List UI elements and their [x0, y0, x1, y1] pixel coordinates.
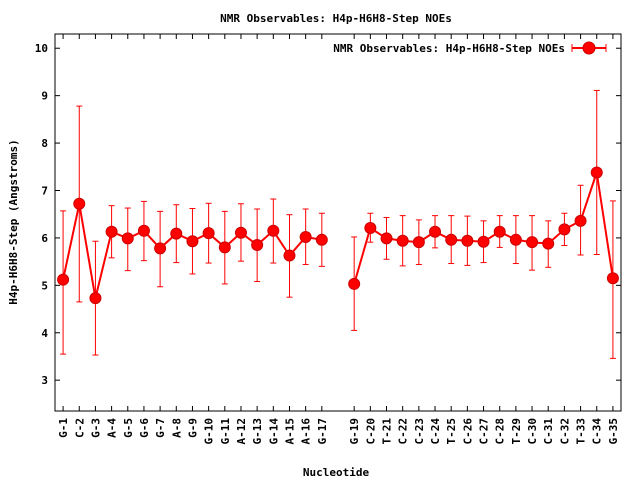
x-tick-label-10: G-11 — [219, 418, 232, 445]
data-point-1 — [73, 197, 86, 210]
x-tick-label-19: T-21 — [381, 418, 394, 445]
x-tick-label-30: C-32 — [558, 418, 571, 445]
x-tick-label-27: T-29 — [510, 418, 523, 445]
data-point-0 — [57, 273, 70, 286]
data-point-17 — [348, 277, 361, 290]
data-point-20 — [396, 234, 409, 247]
chart-title: NMR Observables: H4p-H6H8-Step NOEs — [220, 12, 452, 25]
data-point-6 — [154, 242, 167, 255]
x-tick-label-6: G-7 — [154, 418, 167, 438]
legend: NMR Observables: H4p-H6H8-Step NOEs — [333, 41, 607, 55]
data-point-21 — [412, 236, 425, 249]
x-tick-label-5: G-6 — [138, 418, 151, 438]
data-point-24 — [461, 234, 474, 247]
data-point-10 — [218, 241, 231, 254]
y-tick-label-5: 8 — [41, 137, 48, 150]
legend-marker — [582, 41, 596, 55]
data-point-2 — [89, 292, 102, 305]
data-point-4 — [121, 232, 134, 245]
data-point-18 — [364, 221, 377, 234]
data-point-23 — [445, 233, 458, 246]
data-series — [57, 89, 619, 359]
x-tick-label-0: G-1 — [57, 418, 70, 438]
x-tick-label-4: G-5 — [122, 418, 135, 438]
y-axis: 3 4 5 6 7 8 9 10 — [35, 42, 621, 387]
data-point-33 — [606, 272, 619, 285]
data-point-22 — [429, 225, 442, 238]
x-tick-label-9: G-10 — [203, 418, 216, 445]
data-point-28 — [526, 236, 539, 249]
y-tick-label-2: 5 — [41, 279, 48, 292]
x-tick-label-31: T-33 — [575, 418, 588, 445]
data-point-19 — [380, 232, 393, 245]
y-tick-label-0: 3 — [41, 374, 48, 387]
x-tick-label-28: C-30 — [526, 418, 539, 445]
data-point-29 — [542, 237, 555, 250]
x-tick-label-16: G-17 — [316, 418, 329, 445]
data-point-30 — [558, 223, 571, 236]
x-tick-label-1: C-2 — [73, 418, 86, 438]
data-point-27 — [509, 233, 522, 246]
x-tick-label-32: C-34 — [591, 418, 604, 445]
legend-label: NMR Observables: H4p-H6H8-Step NOEs — [333, 42, 565, 55]
x-tick-label-29: C-31 — [542, 418, 555, 445]
y-tick-label-1: 4 — [41, 327, 48, 340]
data-point-31 — [574, 214, 587, 227]
x-axis: G-1 C-2 G-3 A-4 G-5 G-6 G-7 A-8 G-9 G-10 G-11 A-12 G… — [57, 34, 620, 445]
x-tick-label-24: C-26 — [461, 418, 474, 445]
x-tick-label-12: G-13 — [251, 418, 264, 445]
x-tick-label-15: A-16 — [300, 418, 313, 445]
x-tick-label-2: G-3 — [89, 418, 102, 438]
x-tick-label-22: C-24 — [429, 418, 442, 445]
data-point-32 — [590, 166, 603, 179]
x-tick-label-25: C-27 — [478, 418, 491, 445]
x-tick-label-20: C-22 — [397, 418, 410, 445]
data-point-3 — [105, 225, 118, 238]
x-tick-label-3: A-4 — [106, 418, 119, 438]
data-point-8 — [186, 235, 199, 248]
data-point-5 — [137, 224, 150, 237]
x-tick-label-23: T-25 — [445, 418, 458, 445]
y-axis-label: H4p-H6H8-Step (Angstroms) — [7, 139, 20, 305]
x-tick-label-18: C-20 — [364, 418, 377, 445]
data-point-11 — [234, 226, 247, 239]
x-tick-label-33: G-35 — [607, 418, 620, 445]
plot-frame — [54, 33, 622, 412]
x-tick-label-17: G-19 — [348, 418, 361, 445]
x-tick-label-8: G-9 — [186, 418, 199, 438]
data-point-26 — [493, 225, 506, 238]
x-tick-label-7: A-8 — [170, 418, 183, 438]
y-tick-label-7: 10 — [35, 42, 48, 55]
data-point-12 — [251, 239, 264, 252]
data-point-25 — [477, 235, 490, 248]
x-axis-label: Nucleotide — [303, 466, 370, 479]
data-point-16 — [315, 233, 328, 246]
data-point-13 — [267, 224, 280, 237]
data-point-14 — [283, 249, 296, 262]
y-tick-label-6: 9 — [41, 90, 48, 103]
data-point-7 — [170, 227, 183, 240]
data-point-9 — [202, 227, 215, 240]
data-point-15 — [299, 230, 312, 243]
y-tick-label-4: 7 — [41, 184, 48, 197]
y-tick-label-3: 6 — [41, 232, 48, 245]
x-tick-label-14: A-15 — [283, 418, 296, 445]
x-tick-label-21: C-23 — [413, 418, 426, 445]
x-tick-label-13: G-14 — [267, 418, 280, 445]
x-tick-label-11: A-12 — [235, 418, 248, 445]
x-tick-label-26: C-28 — [494, 418, 507, 445]
